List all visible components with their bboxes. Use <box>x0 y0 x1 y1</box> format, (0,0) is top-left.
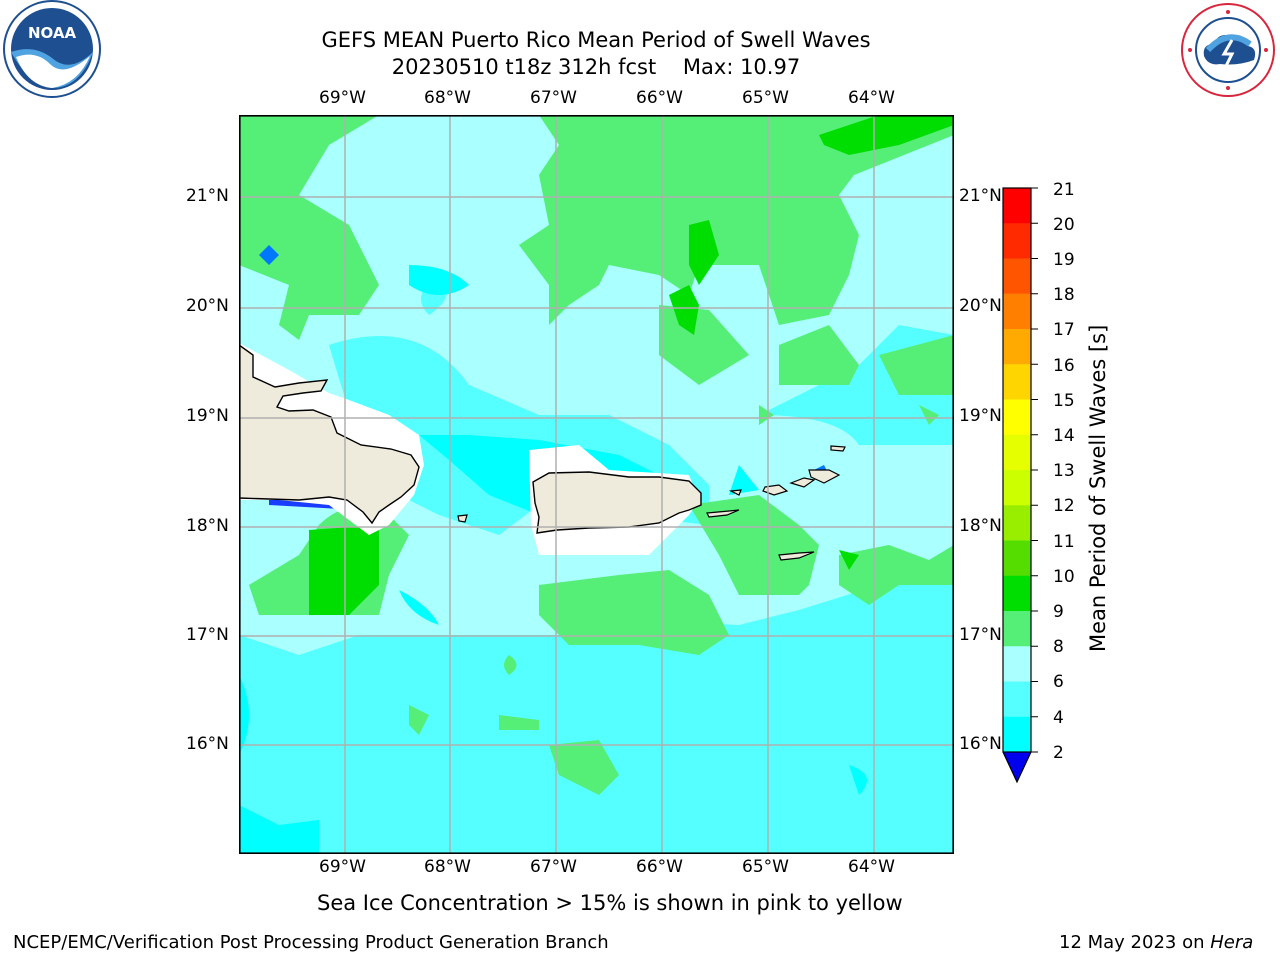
lon-label-top: 68°W <box>424 88 471 108</box>
forecast-time: 20230510 t18z 312h fcst <box>391 55 657 79</box>
colorbar-cell <box>1003 293 1031 330</box>
max-value: Max: 10.97 <box>682 55 801 79</box>
map-subtitle: 20230510 t18z 312h fcst Max: 10.97 <box>0 54 1192 80</box>
lon-label-top: 66°W <box>636 88 683 108</box>
lat-label-right: 21°N <box>959 186 1002 206</box>
colorbar-tick: 4 <box>1053 708 1064 728</box>
lat-label-left: 21°N <box>186 186 229 206</box>
colorbar-extend-low <box>1003 752 1031 782</box>
footer-credit: NCEP/EMC/Verification Post Processing Pr… <box>13 932 609 953</box>
sea-ice-caption: Sea Ice Concentration > 15% is shown in … <box>317 891 903 915</box>
lat-label-left: 19°N <box>186 406 229 426</box>
lat-label-right: 20°N <box>959 296 1002 316</box>
lat-label-right: 19°N <box>959 406 1002 426</box>
map-panel <box>239 115 954 854</box>
land-puerto-rico <box>532 471 702 534</box>
lon-label-bottom: 64°W <box>848 857 895 877</box>
nws-logo <box>1181 3 1275 97</box>
footer-date-text: 12 May 2023 on <box>1059 932 1211 953</box>
lon-label-top: 67°W <box>530 88 577 108</box>
colorbar-cell <box>1003 681 1031 718</box>
colorbar-tick: 14 <box>1053 426 1075 446</box>
map-grid <box>239 115 954 854</box>
swell-field-9-10 <box>239 115 954 795</box>
lon-label-top: 69°W <box>319 88 366 108</box>
colorbar-tick: 21 <box>1053 180 1075 200</box>
colorbar-cell <box>1003 223 1031 259</box>
colorbar-tick: 13 <box>1053 461 1075 481</box>
lat-label-left: 16°N <box>186 734 229 754</box>
colorbar-tick: 18 <box>1053 285 1075 305</box>
colorbar-tick: 9 <box>1053 602 1064 622</box>
colorbar-tick: 16 <box>1053 356 1075 376</box>
colorbar-tick: 17 <box>1053 320 1075 340</box>
colorbar-cell <box>1003 540 1031 577</box>
map-frame <box>239 115 954 854</box>
colorbar-tick: 19 <box>1053 250 1075 270</box>
colorbar-cell <box>1003 505 1031 541</box>
colorbar-cell <box>1003 646 1031 682</box>
lon-label-top: 64°W <box>848 88 895 108</box>
colorbar-cell <box>1003 258 1031 295</box>
map-title: GEFS MEAN Puerto Rico Mean Period of Swe… <box>321 28 871 52</box>
footer-host: Hera <box>1210 932 1254 953</box>
land-small-islands <box>457 445 846 561</box>
colorbar-cell <box>1003 188 1031 224</box>
colorbar-cell <box>1003 329 1031 365</box>
lat-label-left: 20°N <box>186 296 229 316</box>
colorbar-cell <box>1003 716 1031 753</box>
lat-label-right: 18°N <box>959 516 1002 536</box>
lon-label-top: 65°W <box>742 88 789 108</box>
lat-label-right: 16°N <box>959 734 1002 754</box>
colorbar <box>1002 187 1038 784</box>
lat-label-left: 18°N <box>186 516 229 536</box>
colorbar-tick: 11 <box>1053 532 1075 552</box>
swell-field-10-11 <box>309 115 954 615</box>
lon-label-bottom: 66°W <box>636 857 683 877</box>
lon-label-bottom: 65°W <box>742 857 789 877</box>
colorbar-tick: 2 <box>1053 743 1064 763</box>
colorbar-cell <box>1003 470 1031 506</box>
noaa-logo: NOAA <box>3 0 101 98</box>
colorbar-tick: 12 <box>1053 496 1075 516</box>
noaa-logo-text: NOAA <box>28 24 77 42</box>
lon-label-bottom: 67°W <box>530 857 577 877</box>
lat-label-right: 17°N <box>959 625 1002 645</box>
colorbar-cell <box>1003 364 1031 400</box>
colorbar-cell <box>1003 575 1031 612</box>
colorbar-tick: 15 <box>1053 391 1075 411</box>
colorbar-tick: 20 <box>1053 215 1075 235</box>
colorbar-cell <box>1003 611 1031 647</box>
colorbar-title: Mean Period of Swell Waves [s] <box>1086 324 1110 652</box>
lat-label-left: 17°N <box>186 625 229 645</box>
lon-label-bottom: 69°W <box>319 857 366 877</box>
land-hispaniola <box>239 344 420 525</box>
lon-label-bottom: 68°W <box>424 857 471 877</box>
colorbar-cell <box>1003 434 1031 471</box>
colorbar-tick: 8 <box>1053 637 1064 657</box>
colorbar-cell <box>1003 399 1031 436</box>
colorbar-tick: 6 <box>1053 672 1064 692</box>
footer-date: 12 May 2023 on Hera <box>1059 932 1253 953</box>
colorbar-tick: 10 <box>1053 567 1075 587</box>
